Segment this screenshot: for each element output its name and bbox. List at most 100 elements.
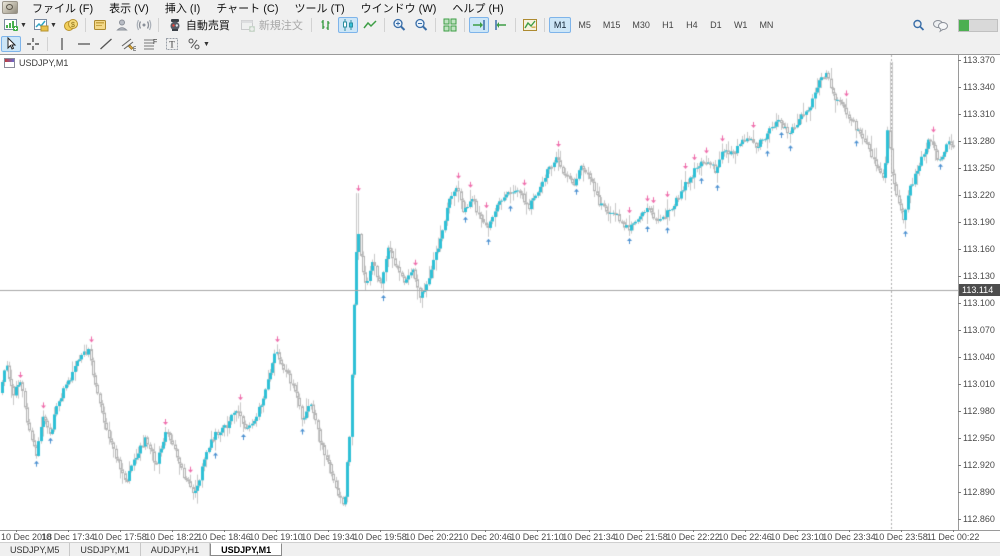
auto-scroll-button[interactable]	[468, 17, 489, 33]
time-axis-tick	[16, 530, 17, 532]
timeframe-h1-button[interactable]: H1	[662, 20, 674, 30]
tab-audjpy-h1[interactable]: AUDJPY,H1	[141, 543, 211, 556]
timeframe-m30-button[interactable]: M30	[632, 20, 650, 30]
chart-title-label: USDJPY,M1	[19, 58, 69, 68]
crosshair-button[interactable]	[23, 36, 43, 52]
menu-file[interactable]: ファイル (F)	[32, 3, 94, 15]
chart-tab-bar: USDJPY,M5 USDJPY,M1 AUDJPY,H1 USDJPY,M1	[0, 542, 1000, 556]
terminal-button[interactable]	[134, 17, 154, 33]
price-axis-tick	[958, 114, 961, 115]
price-axis-tick	[958, 222, 961, 223]
tab-usdjpy-m1-active[interactable]: USDJPY,M1	[210, 543, 283, 556]
arrow-objects-button[interactable]: ▼	[184, 36, 212, 52]
time-axis-tick	[745, 530, 746, 532]
toolbar-separator	[47, 37, 48, 51]
profiles-button[interactable]: ▼	[31, 17, 59, 33]
time-axis-label: 10 Dec 21:10	[510, 532, 564, 542]
time-axis-tick	[68, 530, 69, 532]
price-axis-label: 113.250	[963, 163, 995, 173]
price-axis-tick	[958, 276, 961, 277]
time-axis-label: 10 Dec 19:10	[249, 532, 303, 542]
standard-toolbar: ▼ ▼ $ 自動売買 新規注文	[0, 16, 1000, 34]
data-window-button[interactable]	[90, 17, 110, 33]
time-axis-label: 10 Dec 18:46	[197, 532, 251, 542]
candlestick-button[interactable]	[337, 17, 358, 33]
tile-windows-button[interactable]	[440, 17, 460, 33]
timeframe-toolbar: M1 M5 M15 M30 H1 H4 D1 W1 MN	[548, 17, 780, 33]
fibonacci-button[interactable]: F	[140, 36, 160, 52]
time-axis-label: 10 Dec 19:58	[353, 532, 407, 542]
profiles-icon	[33, 17, 49, 33]
bar-chart-button[interactable]	[316, 17, 336, 33]
timeframe-m15-button[interactable]: M15	[602, 20, 621, 30]
price-axis-label: 113.100	[963, 298, 995, 308]
line-studies-toolbar: E F T ▼	[0, 34, 1000, 54]
crosshair-icon	[25, 36, 41, 52]
time-axis-tick	[849, 530, 850, 532]
price-axis-label: 112.920	[963, 460, 995, 470]
price-axis-label: 113.220	[963, 190, 995, 200]
time-axis-label: 10 Dec 22:22	[666, 532, 720, 542]
cursor-button[interactable]	[1, 36, 21, 52]
toolbar-right-group	[908, 17, 998, 33]
trendline-button[interactable]	[96, 36, 116, 52]
toolbar-separator	[434, 18, 436, 32]
timeframe-w1-button[interactable]: W1	[733, 20, 748, 30]
time-axis-tick	[953, 530, 954, 532]
text-button[interactable]: T	[162, 36, 182, 52]
svg-text:F: F	[153, 39, 157, 46]
community-icon	[932, 18, 949, 33]
toolbar-separator	[383, 18, 385, 32]
price-axis-tick	[958, 465, 961, 466]
new-order-label: 新規注文	[258, 20, 303, 32]
zoom-in-button[interactable]	[389, 17, 409, 33]
market-watch-button[interactable]: $	[61, 17, 81, 33]
candlestick-icon	[340, 17, 356, 33]
search-button[interactable]	[909, 17, 928, 33]
price-axis[interactable]: 113.114 113.370 113.340 113.310 113.280 113.…	[958, 55, 1000, 531]
time-axis[interactable]: 10 Dec 2018 10 Dec 17:34 10 Dec 17:58 10 De…	[0, 530, 1000, 542]
autotrade-button[interactable]: 自動売買	[163, 17, 234, 33]
market-watch-icon: $	[63, 17, 79, 33]
vertical-line-button[interactable]	[52, 36, 72, 52]
community-button[interactable]	[930, 17, 951, 33]
time-axis-label: 10 Dec 20:46	[458, 532, 512, 542]
timeframe-h4-button[interactable]: H4	[686, 20, 698, 30]
menu-help[interactable]: ヘルプ (H)	[452, 3, 504, 15]
time-axis-label: 10 Dec 17:58	[93, 532, 147, 542]
price-axis-label: 112.890	[963, 487, 995, 497]
timeframe-d1-button[interactable]: D1	[710, 20, 722, 30]
toolbar-separator	[514, 18, 516, 32]
tab-usdjpy-m5[interactable]: USDJPY,M5	[0, 543, 71, 556]
new-chart-button[interactable]: ▼	[1, 17, 29, 33]
new-order-button[interactable]: 新規注文	[236, 17, 307, 33]
indicators-button[interactable]	[520, 17, 540, 33]
connection-indicator	[958, 18, 998, 32]
zoom-out-button[interactable]	[411, 17, 431, 33]
svg-text:E: E	[133, 47, 136, 52]
navigator-button[interactable]	[112, 17, 132, 33]
time-axis-label: 10 Dec 19:34	[301, 532, 355, 542]
price-axis-tick	[958, 492, 961, 493]
menu-chart[interactable]: チャート (C)	[216, 3, 279, 15]
chart-shift-button[interactable]	[491, 17, 511, 33]
chart-shift-icon	[493, 17, 509, 33]
menu-view[interactable]: 表示 (V)	[109, 3, 149, 15]
timeframe-m5-button[interactable]: M5	[578, 20, 591, 30]
time-axis-tick	[224, 530, 225, 532]
time-axis-label: 10 Dec 23:10	[770, 532, 824, 542]
time-axis-tick	[641, 530, 642, 532]
candlestick-chart-canvas[interactable]	[0, 55, 958, 531]
horizontal-line-button[interactable]	[74, 36, 94, 52]
timeframe-mn-button[interactable]: MN	[759, 20, 774, 30]
tab-usdjpy-m1[interactable]: USDJPY,M1	[70, 543, 141, 556]
menu-insert[interactable]: 挿入 (I)	[164, 3, 201, 15]
timeframe-m1-button[interactable]: M1	[548, 17, 572, 33]
menu-window[interactable]: ウインドウ (W)	[360, 3, 437, 15]
price-axis-tick	[958, 303, 961, 304]
data-window-icon	[92, 17, 108, 33]
equidistant-channel-button[interactable]: E	[118, 36, 138, 52]
menu-tools[interactable]: ツール (T)	[294, 3, 345, 15]
line-chart-button[interactable]	[360, 17, 380, 33]
price-axis-label: 113.370	[963, 55, 995, 65]
